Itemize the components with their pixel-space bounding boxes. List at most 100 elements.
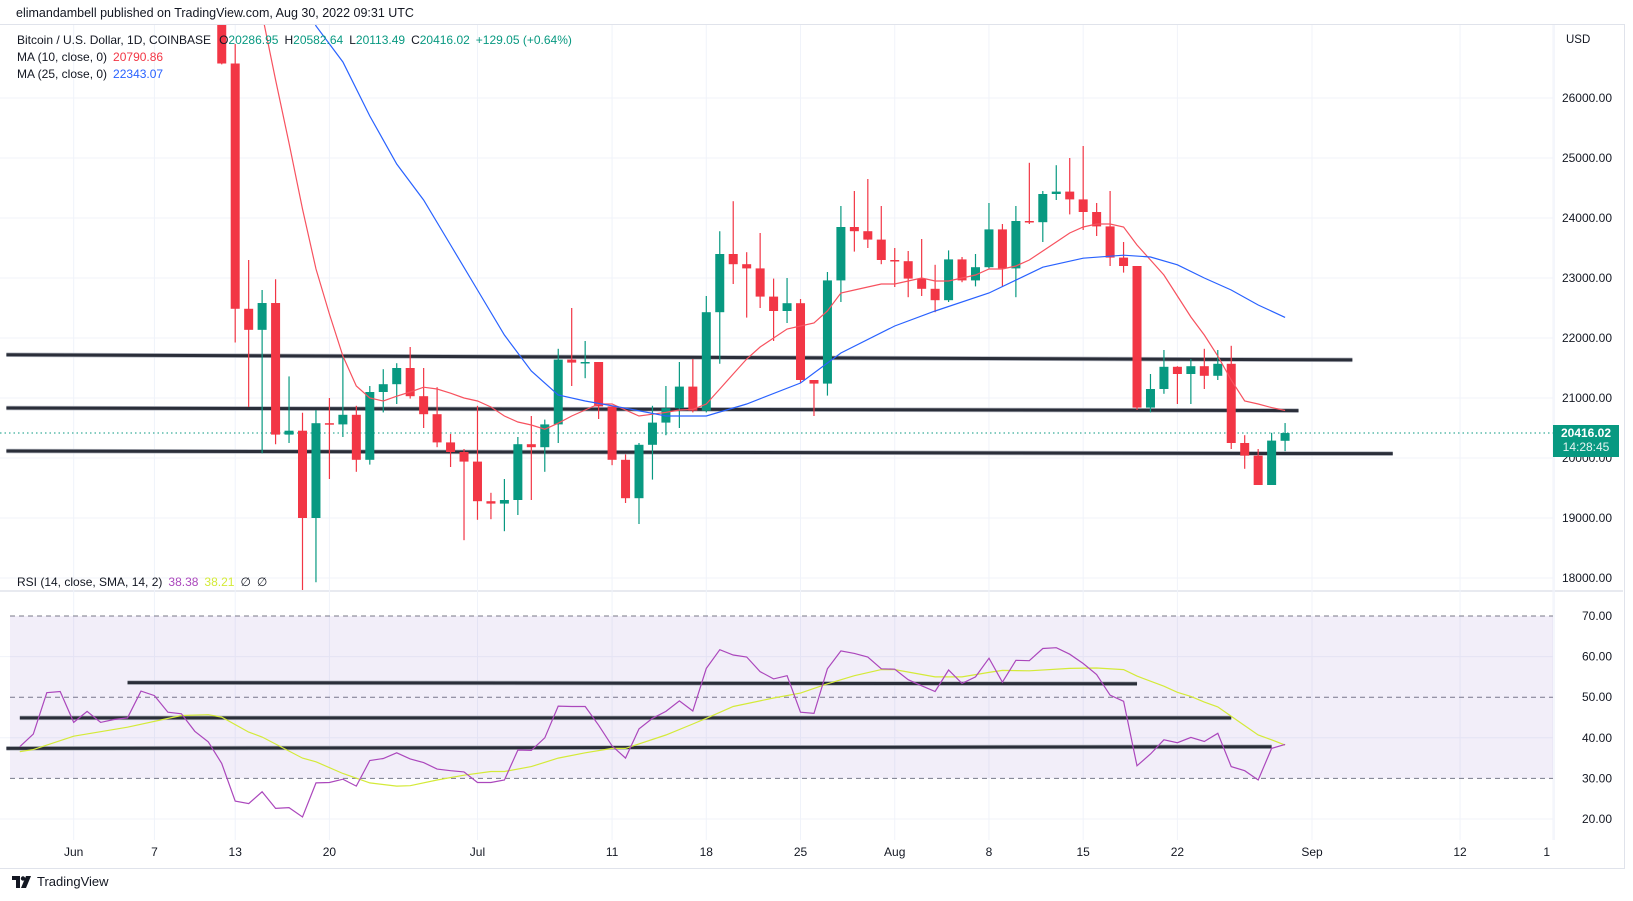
drawn-support-resistance-line bbox=[6, 449, 1393, 456]
candle-body bbox=[957, 259, 967, 281]
rsi-label: RSI (14, close, SMA, 14, 2) bbox=[17, 575, 163, 589]
candle-body bbox=[580, 362, 590, 364]
candle-body bbox=[1253, 455, 1263, 485]
candle bbox=[647, 405, 657, 480]
candle bbox=[419, 368, 429, 428]
candle-body bbox=[944, 259, 954, 301]
candle-body bbox=[917, 278, 927, 289]
candle-body bbox=[715, 254, 725, 313]
candle-body bbox=[594, 362, 604, 407]
candle-body bbox=[351, 414, 361, 460]
time-tick-label: 7 bbox=[151, 845, 158, 859]
candle-body bbox=[392, 368, 402, 385]
candle-body bbox=[324, 423, 334, 425]
candle-body bbox=[863, 231, 873, 240]
candle-body bbox=[432, 414, 442, 443]
last-price-value: 20416.02 bbox=[1560, 426, 1612, 440]
drawn-support-resistance-line bbox=[6, 353, 1353, 362]
candle bbox=[688, 359, 698, 413]
candle bbox=[1213, 350, 1223, 380]
tradingview-brand: TradingView bbox=[37, 874, 109, 889]
low-value: 20113.49 bbox=[355, 33, 406, 47]
open-label: O bbox=[219, 33, 229, 47]
time-tick-label: 12 bbox=[1453, 845, 1467, 859]
candle bbox=[486, 492, 496, 520]
candle-body bbox=[284, 430, 294, 435]
last-price-badge: 20416.02 14:28:45 bbox=[1553, 425, 1619, 457]
ma10-legend[interactable]: MA (10, close, 0) 20790.86 bbox=[17, 50, 169, 64]
ma25-legend[interactable]: MA (25, close, 0) 22343.07 bbox=[17, 67, 169, 81]
ma10-value: 20790.86 bbox=[113, 50, 164, 64]
candle-body bbox=[849, 227, 859, 232]
rsi-tick-label: 70.00 bbox=[1582, 609, 1612, 623]
candle-body bbox=[796, 303, 806, 380]
candle bbox=[1172, 366, 1182, 404]
price-tick-label: 21000.00 bbox=[1562, 391, 1612, 405]
candle-body bbox=[526, 444, 536, 448]
candle bbox=[997, 224, 1007, 287]
candle bbox=[809, 380, 819, 416]
candle-body bbox=[1226, 363, 1236, 443]
candle-body bbox=[903, 261, 913, 279]
candle-body bbox=[1199, 366, 1209, 376]
candle bbox=[405, 347, 415, 399]
ma25-line bbox=[314, 25, 1286, 417]
candle-body bbox=[378, 384, 388, 392]
rsi-tick-label: 30.00 bbox=[1582, 771, 1612, 785]
candle-body bbox=[217, 25, 227, 64]
candle bbox=[540, 419, 550, 472]
candle bbox=[796, 299, 806, 383]
candle-body bbox=[446, 442, 456, 452]
candle-body bbox=[755, 268, 765, 297]
candle-body bbox=[647, 422, 657, 445]
candle-body bbox=[997, 229, 1007, 269]
currency-label[interactable]: USD bbox=[1566, 34, 1591, 46]
candle bbox=[567, 308, 577, 386]
candle bbox=[217, 25, 227, 65]
candle-body bbox=[1065, 191, 1075, 200]
candle bbox=[674, 362, 684, 428]
candle bbox=[661, 386, 671, 436]
candle-body bbox=[1105, 226, 1115, 258]
rsi-extra-1: ∅ bbox=[240, 575, 251, 589]
candle bbox=[1078, 146, 1088, 230]
candle-body bbox=[405, 368, 415, 397]
candle-body bbox=[499, 500, 509, 504]
price-tick-label: 19000.00 bbox=[1562, 511, 1612, 525]
candle bbox=[271, 279, 281, 445]
rsi-line bbox=[19, 647, 1286, 818]
rsi-sma-value: 38.21 bbox=[204, 575, 235, 589]
rsi-drawn-line bbox=[127, 681, 1138, 686]
candle-body bbox=[1280, 433, 1290, 441]
candle-body bbox=[486, 501, 496, 504]
candle bbox=[728, 201, 738, 284]
time-tick-label: 11 bbox=[606, 845, 619, 859]
rsi-legend[interactable]: RSI (14, close, SMA, 14, 2) 38.38 38.21 ∅ ∅ bbox=[17, 575, 273, 589]
candle bbox=[607, 406, 617, 466]
candle-body bbox=[728, 254, 738, 265]
candle bbox=[1199, 348, 1209, 389]
symbol-title[interactable]: Bitcoin / U.S. Dollar, 1D, COINBASE bbox=[17, 33, 212, 47]
candle bbox=[1253, 449, 1263, 485]
candle-body bbox=[365, 392, 375, 460]
candle bbox=[1119, 242, 1129, 273]
candle-body bbox=[782, 303, 792, 311]
close-label: C bbox=[411, 33, 420, 47]
candle bbox=[1092, 203, 1102, 236]
candle-body bbox=[1011, 221, 1021, 269]
candle bbox=[822, 272, 832, 396]
candle-body bbox=[230, 63, 240, 309]
axes: 26000.00 25000.00 24000.00 23000.00 22000.00… bbox=[64, 91, 1612, 859]
candle-body bbox=[809, 380, 819, 384]
candle bbox=[971, 254, 980, 287]
candle bbox=[634, 443, 644, 524]
candle-body bbox=[1038, 194, 1048, 223]
candle-body bbox=[876, 239, 886, 260]
candle-body bbox=[1051, 191, 1061, 194]
candle-body bbox=[540, 424, 550, 448]
candle bbox=[863, 179, 873, 248]
tradingview-logo[interactable]: TradingView bbox=[12, 874, 109, 889]
candle bbox=[1280, 423, 1290, 452]
candle-body bbox=[930, 288, 940, 301]
